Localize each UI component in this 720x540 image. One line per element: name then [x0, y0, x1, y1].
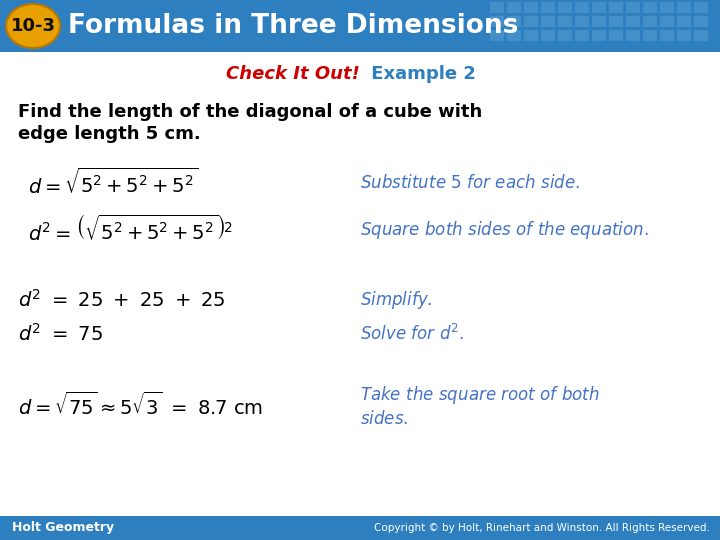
Bar [490, 2, 504, 13]
Bar [660, 2, 674, 13]
Bar [694, 16, 708, 27]
Bar [694, 2, 708, 13]
Text: $\mathit{Substitute\ 5\ for\ each\ side.}$: $\mathit{Substitute\ 5\ for\ each\ side.… [360, 174, 580, 192]
Text: Holt Geometry: Holt Geometry [12, 522, 114, 535]
Bar [490, 16, 504, 27]
Bar [490, 30, 504, 41]
Bar [558, 30, 572, 41]
Text: $d^2 = \left(\sqrt{5^2 + 5^2 + 5^2}\right)^{\!2}$: $d^2 = \left(\sqrt{5^2 + 5^2 + 5^2}\righ… [28, 215, 233, 245]
Text: 10-3: 10-3 [11, 17, 55, 35]
Bar [677, 16, 691, 27]
Bar [541, 30, 555, 41]
Bar [643, 30, 657, 41]
Bar [626, 2, 640, 13]
Text: Find the length of the diagonal of a cube with: Find the length of the diagonal of a cub… [18, 103, 482, 121]
Text: $d = \sqrt{5^2 + 5^2 + 5^2}$: $d = \sqrt{5^2 + 5^2 + 5^2}$ [28, 168, 198, 198]
Bar [0, 516, 720, 540]
Bar [660, 16, 674, 27]
Bar [643, 2, 657, 13]
Bar [507, 16, 521, 27]
Bar [558, 16, 572, 27]
Text: $d^2\ =\ 25\ +\ 25\ +\ 25$: $d^2\ =\ 25\ +\ 25\ +\ 25$ [18, 289, 225, 311]
Bar [0, 0, 720, 52]
Bar [592, 2, 606, 13]
Bar [643, 16, 657, 27]
Bar [660, 30, 674, 41]
Bar [541, 2, 555, 13]
Text: $\mathit{sides.}$: $\mathit{sides.}$ [360, 410, 408, 428]
Text: $\mathit{Simplify.}$: $\mathit{Simplify.}$ [360, 289, 432, 311]
Ellipse shape [6, 4, 60, 48]
Text: $\mathit{Solve\ for\ }d^2\mathit{.}$: $\mathit{Solve\ for\ }d^2\mathit{.}$ [360, 324, 464, 344]
Bar [694, 30, 708, 41]
Bar [541, 16, 555, 27]
Bar [575, 2, 589, 13]
Bar [575, 30, 589, 41]
Bar [592, 16, 606, 27]
Bar [575, 16, 589, 27]
Bar [592, 30, 606, 41]
Bar [524, 16, 538, 27]
Text: $\mathit{Take\ the\ square\ root\ of\ both}$: $\mathit{Take\ the\ square\ root\ of\ bo… [360, 384, 600, 406]
Bar [609, 16, 623, 27]
Text: $d^2\ =\ 75$: $d^2\ =\ 75$ [18, 323, 103, 345]
Bar [507, 30, 521, 41]
Bar [677, 30, 691, 41]
Bar [524, 2, 538, 13]
Text: edge length 5 cm.: edge length 5 cm. [18, 125, 201, 143]
Bar [677, 2, 691, 13]
Text: $d = \sqrt{75} \approx 5\sqrt{3}\ =\ 8.7\ \mathrm{cm}$: $d = \sqrt{75} \approx 5\sqrt{3}\ =\ 8.7… [18, 392, 263, 418]
Bar [626, 16, 640, 27]
Bar [609, 30, 623, 41]
Text: $\mathit{Square\ both\ sides\ of\ the\ equation.}$: $\mathit{Square\ both\ sides\ of\ the\ e… [360, 219, 649, 241]
Text: Copyright © by Holt, Rinehart and Winston. All Rights Reserved.: Copyright © by Holt, Rinehart and Winsto… [374, 523, 710, 533]
Text: Check It Out!: Check It Out! [226, 65, 360, 83]
Bar [524, 30, 538, 41]
Text: Formulas in Three Dimensions: Formulas in Three Dimensions [68, 13, 518, 39]
Text: Example 2: Example 2 [365, 65, 476, 83]
Bar [609, 2, 623, 13]
Bar [507, 2, 521, 13]
Bar [626, 30, 640, 41]
Bar [558, 2, 572, 13]
